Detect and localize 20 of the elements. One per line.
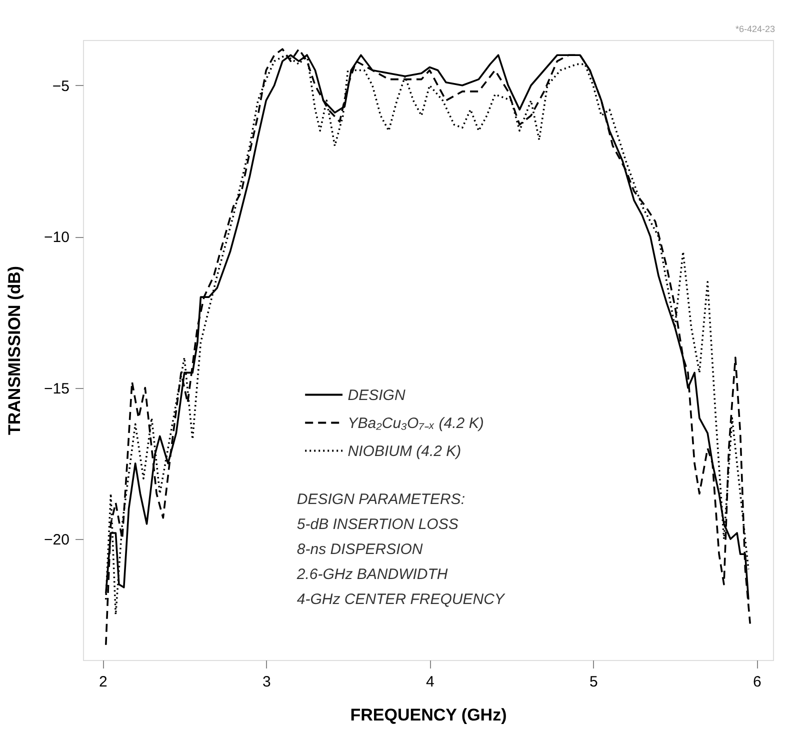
x-axis-title: FREQUENCY (GHz) <box>350 706 507 724</box>
x-tick-label: 2 <box>98 674 108 690</box>
y-tick-label: −20 <box>44 532 70 549</box>
annotation: DESIGN PARAMETERS: <box>296 490 465 508</box>
legend-label: NIOBIUM (4.2 K) <box>348 442 462 460</box>
y-tick-label: −5 <box>52 78 70 95</box>
y-axis-title: TRANSMISSION (dB) <box>5 266 24 436</box>
y-tick-label: −10 <box>44 229 70 246</box>
annotation: 8-ns DISPERSION <box>296 540 423 558</box>
annotation: 5-dB INSERTION LOSS <box>296 516 458 533</box>
annotation: 4-GHz CENTER FREQUENCY <box>296 590 506 608</box>
x-tick-label: 6 <box>752 674 762 690</box>
x-tick-label: 5 <box>589 674 598 690</box>
y-tick-label: −15 <box>44 380 70 398</box>
x-tick-label: 4 <box>426 674 434 690</box>
legend-label: DESIGN <box>348 386 406 404</box>
annotation: 2.6-GHz BANDWIDTH <box>296 566 448 583</box>
legend-label: YBa₂Cu₃O₇₋ₓ (4.2 K) <box>348 414 484 432</box>
text: *6-424-23 <box>735 24 775 34</box>
x-tick-label: 3 <box>262 674 271 690</box>
